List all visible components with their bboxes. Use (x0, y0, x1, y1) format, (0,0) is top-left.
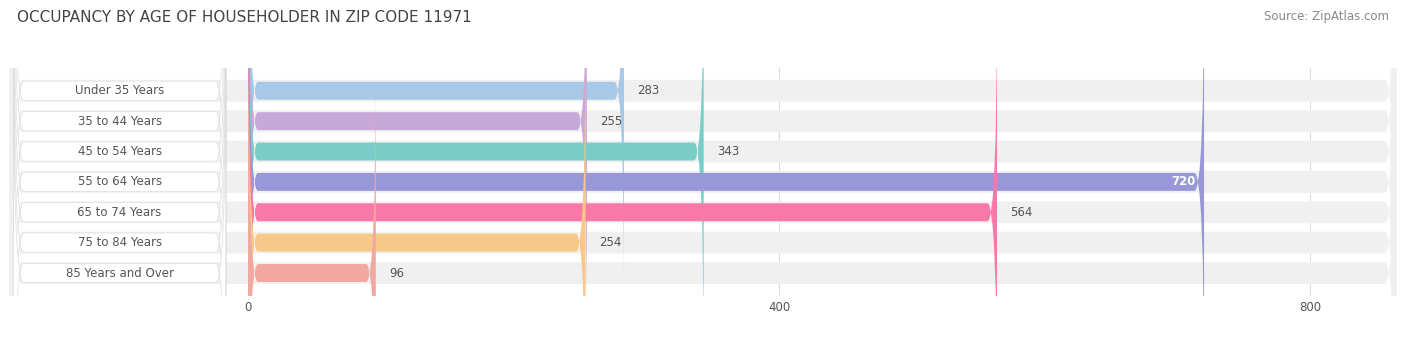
FancyBboxPatch shape (14, 50, 226, 340)
Text: OCCUPANCY BY AGE OF HOUSEHOLDER IN ZIP CODE 11971: OCCUPANCY BY AGE OF HOUSEHOLDER IN ZIP C… (17, 10, 471, 25)
Text: 254: 254 (599, 236, 621, 249)
Text: Source: ZipAtlas.com: Source: ZipAtlas.com (1264, 10, 1389, 23)
FancyBboxPatch shape (10, 0, 1396, 340)
Text: 720: 720 (1171, 175, 1197, 188)
FancyBboxPatch shape (249, 3, 997, 340)
FancyBboxPatch shape (10, 11, 1396, 340)
Text: 45 to 54 Years: 45 to 54 Years (77, 145, 162, 158)
FancyBboxPatch shape (10, 0, 1396, 340)
Text: 65 to 74 Years: 65 to 74 Years (77, 206, 162, 219)
Text: 75 to 84 Years: 75 to 84 Years (77, 236, 162, 249)
FancyBboxPatch shape (14, 0, 226, 313)
FancyBboxPatch shape (249, 0, 1204, 340)
FancyBboxPatch shape (14, 0, 226, 340)
FancyBboxPatch shape (249, 63, 375, 340)
FancyBboxPatch shape (14, 0, 226, 340)
FancyBboxPatch shape (14, 0, 226, 340)
Text: 283: 283 (637, 84, 659, 97)
FancyBboxPatch shape (249, 0, 624, 301)
FancyBboxPatch shape (10, 0, 1396, 340)
FancyBboxPatch shape (10, 0, 1396, 340)
Text: 564: 564 (1011, 206, 1032, 219)
Text: 35 to 44 Years: 35 to 44 Years (77, 115, 162, 128)
FancyBboxPatch shape (249, 33, 585, 340)
FancyBboxPatch shape (249, 0, 586, 331)
Text: 85 Years and Over: 85 Years and Over (66, 267, 173, 279)
Text: 96: 96 (389, 267, 404, 279)
FancyBboxPatch shape (14, 20, 226, 340)
Text: 55 to 64 Years: 55 to 64 Years (77, 175, 162, 188)
FancyBboxPatch shape (14, 0, 226, 340)
FancyBboxPatch shape (10, 0, 1396, 340)
FancyBboxPatch shape (249, 0, 703, 340)
Text: 343: 343 (717, 145, 740, 158)
FancyBboxPatch shape (10, 0, 1396, 340)
Text: Under 35 Years: Under 35 Years (75, 84, 165, 97)
Text: 255: 255 (600, 115, 623, 128)
